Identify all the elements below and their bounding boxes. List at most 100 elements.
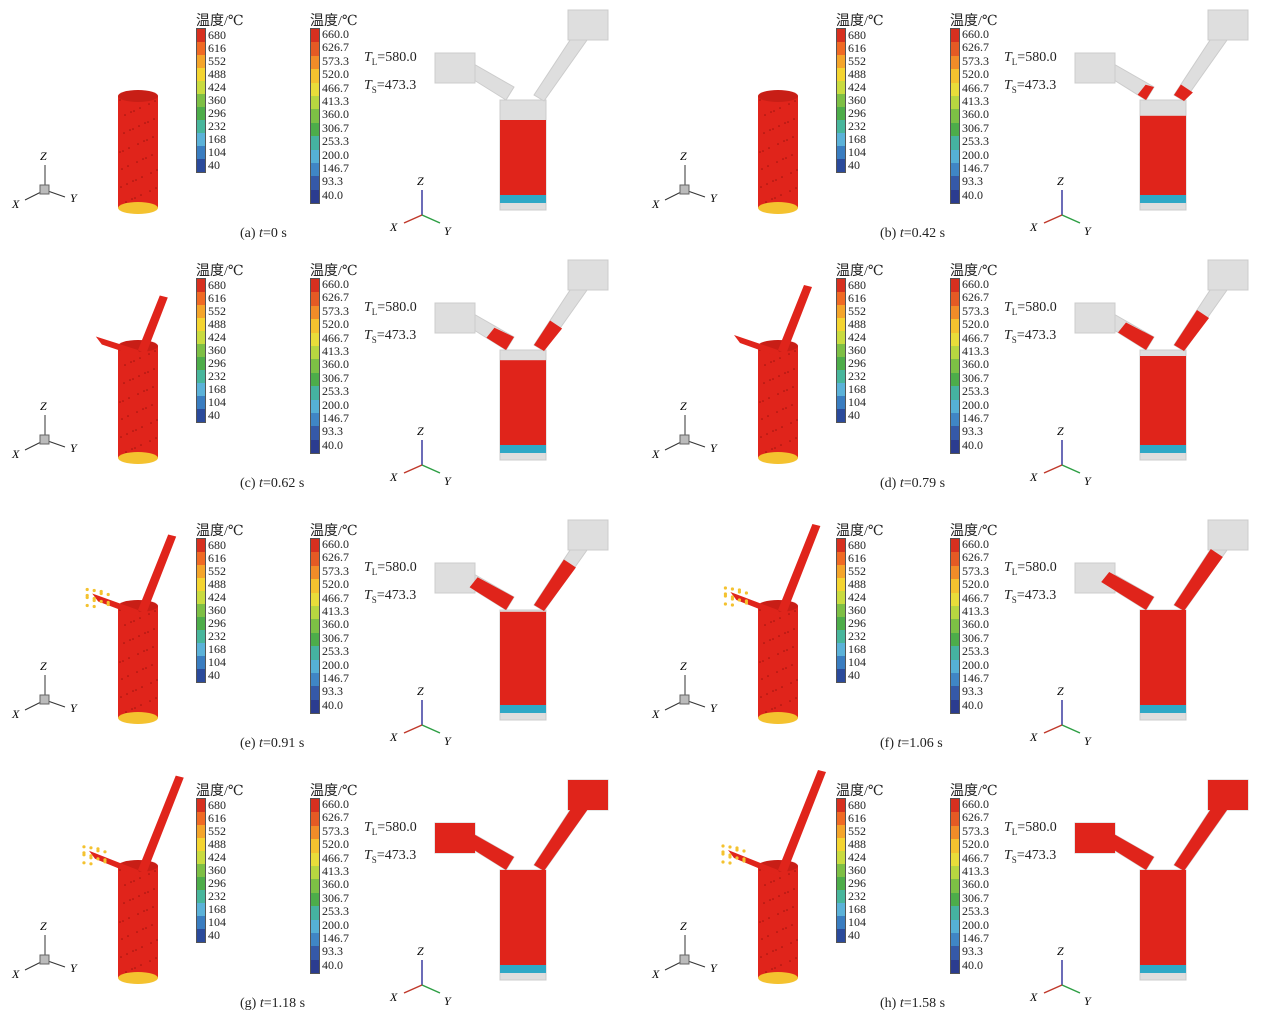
legend-tick-label: 200.0 bbox=[322, 917, 349, 932]
legend-tick-label: 200.0 bbox=[962, 657, 989, 672]
color-step bbox=[951, 149, 959, 163]
legend-tick-label: 360 bbox=[848, 343, 866, 357]
particle-speck bbox=[787, 371, 789, 373]
legend-tick-label: 104 bbox=[208, 655, 226, 669]
color-step bbox=[951, 632, 959, 647]
particle-column bbox=[758, 866, 798, 978]
color-step bbox=[837, 890, 845, 903]
particle-speck bbox=[153, 888, 155, 890]
color-step bbox=[951, 619, 959, 633]
color-step bbox=[951, 372, 959, 387]
molten-metal bbox=[500, 120, 546, 203]
particle-speck bbox=[770, 361, 772, 363]
particle-speck bbox=[140, 444, 142, 446]
particle-speck bbox=[761, 678, 763, 680]
legend-tick-label: 360.0 bbox=[962, 617, 989, 632]
legend-tick-label: 306.7 bbox=[322, 890, 349, 905]
color-step bbox=[197, 370, 205, 383]
axis-z-label: Z bbox=[680, 919, 687, 933]
fill-view: Z X Y bbox=[1029, 9, 1249, 238]
axis-y-label: Y bbox=[70, 961, 78, 975]
legend-tick-label: 488 bbox=[208, 577, 226, 591]
particle-speck bbox=[792, 136, 794, 138]
particle-speck bbox=[772, 430, 774, 432]
axis-x-label: X bbox=[1029, 220, 1038, 234]
particle-speck bbox=[156, 679, 158, 681]
particle-speck bbox=[764, 884, 766, 886]
color-step bbox=[311, 109, 319, 123]
particle-view: Z X Y bbox=[651, 524, 821, 724]
legend-tick-label: 360.0 bbox=[322, 877, 349, 892]
particle-speck bbox=[788, 613, 790, 615]
particle-speck bbox=[761, 418, 763, 420]
particle-speck bbox=[767, 675, 769, 677]
particle-speck bbox=[777, 393, 779, 395]
particle-speck bbox=[119, 921, 121, 923]
axis-y-label: Y bbox=[710, 961, 718, 975]
legend-tick-label: 413.3 bbox=[962, 604, 989, 618]
legend-tick-label: 413.3 bbox=[962, 864, 989, 878]
color-step bbox=[311, 839, 319, 853]
axis-triad: Z X Y bbox=[651, 659, 718, 721]
color-step bbox=[951, 672, 959, 687]
color-step bbox=[951, 29, 959, 43]
legend-tick-label: 573.3 bbox=[322, 823, 349, 838]
legend-tick-label: 296 bbox=[208, 876, 226, 890]
axis-z-label: Z bbox=[40, 659, 47, 673]
particle-speck bbox=[771, 968, 773, 970]
color-scale bbox=[836, 28, 846, 173]
color-step bbox=[311, 136, 319, 150]
legend-tick-label: 200.0 bbox=[322, 147, 349, 162]
particle-speck bbox=[793, 118, 795, 120]
liquidus-label: TL=580.0 bbox=[1004, 560, 1057, 577]
particle-speck bbox=[762, 920, 764, 922]
color-step bbox=[837, 318, 845, 331]
particle-speck bbox=[126, 183, 128, 185]
legend-title: 温度/℃ bbox=[950, 784, 998, 799]
particle-speck bbox=[125, 711, 127, 713]
axis-triad: Z X Y bbox=[389, 174, 452, 238]
color-step bbox=[951, 799, 959, 813]
legend-tick-label: 253.3 bbox=[322, 904, 349, 919]
liquidus-label: TL=580.0 bbox=[1004, 820, 1057, 837]
color-step bbox=[311, 332, 319, 346]
legend-tick-label: 626.7 bbox=[322, 810, 349, 825]
particle-speck bbox=[131, 198, 133, 200]
particle-speck bbox=[134, 707, 136, 709]
color-step bbox=[197, 877, 205, 890]
particle-speck bbox=[770, 621, 772, 623]
particle-speck bbox=[135, 179, 137, 181]
particle-speck bbox=[151, 924, 153, 926]
color-step bbox=[197, 107, 205, 120]
particle-speck bbox=[135, 429, 137, 431]
legend-tick-label: 104 bbox=[208, 915, 226, 929]
particle-speck bbox=[787, 121, 789, 123]
particle-speck bbox=[120, 956, 122, 958]
particle-speck bbox=[791, 154, 793, 156]
legend-title: 温度/℃ bbox=[310, 784, 358, 799]
legend-title: 温度/℃ bbox=[196, 264, 244, 279]
legend-tick-label: 573.3 bbox=[962, 563, 989, 578]
particle-speck bbox=[149, 440, 151, 442]
legend-tick-label: 616 bbox=[208, 811, 226, 825]
particle-speck bbox=[786, 139, 788, 141]
particle-speck bbox=[124, 364, 126, 366]
legend-title: 温度/℃ bbox=[196, 784, 244, 799]
particle-speck bbox=[139, 357, 141, 359]
simulation-panel: Z X Y 温度/℃ 680 616 552 488 424 360 296 232 168 104 40 温… bbox=[640, 770, 1280, 1026]
particle-speck bbox=[788, 103, 790, 105]
particle-speck bbox=[122, 660, 124, 662]
particle-speck bbox=[775, 949, 777, 951]
particle-speck bbox=[143, 140, 145, 142]
particle-speck bbox=[142, 408, 144, 410]
particle-speck bbox=[765, 971, 767, 973]
legend-tick-label: 680 bbox=[208, 538, 226, 552]
color-step bbox=[951, 865, 959, 880]
cooled-band bbox=[500, 705, 546, 713]
legend-tick-label: 306.7 bbox=[322, 120, 349, 135]
axis-y-label: Y bbox=[70, 191, 78, 205]
right-arm bbox=[534, 559, 576, 611]
left-arm bbox=[1137, 84, 1154, 100]
color-scale bbox=[950, 28, 960, 205]
color-step bbox=[197, 68, 205, 81]
